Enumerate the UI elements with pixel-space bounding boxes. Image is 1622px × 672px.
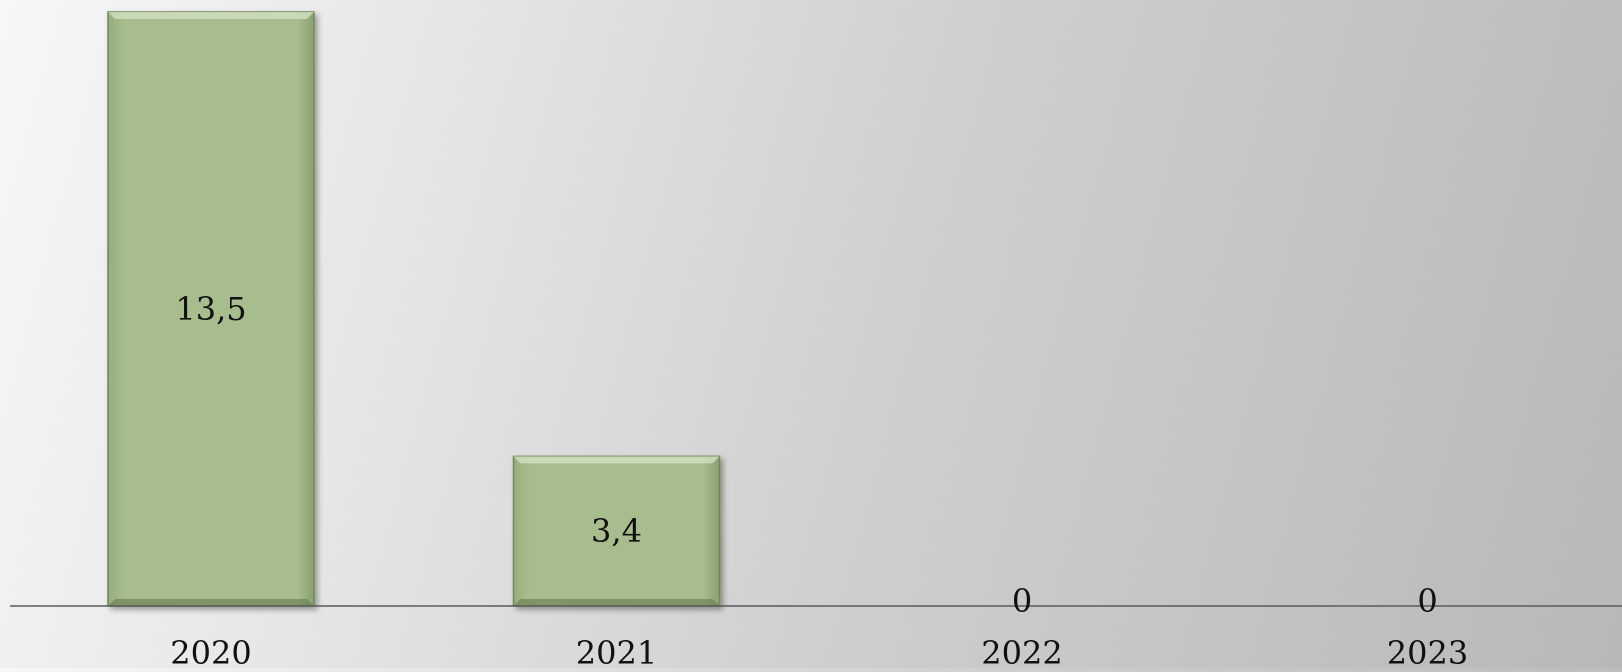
data-label-2021: 3,4 [591,512,642,550]
x-tick-label-2023: 2023 [1387,634,1468,668]
x-tick-label-2021: 2021 [576,634,657,668]
bar-bevel-top-2021 [513,456,720,464]
data-label-2022: 0 [1012,582,1032,620]
bar-bevel-bottom-2021 [513,599,720,606]
data-label-2023: 0 [1417,582,1437,620]
bar-bevel-bottom-2020 [108,599,314,606]
bar-2020 [107,11,315,607]
data-label-2020: 13,5 [175,290,246,328]
bars-layer [107,11,721,607]
bar-rect-2020 [107,11,315,607]
bar-2021 [512,455,721,607]
x-tick-label-2022: 2022 [981,634,1062,668]
x-tick-label-2020: 2020 [170,634,251,668]
labels-layer: 13,5 2020 3,4 2021 0 2022 0 2023 [170,290,1468,672]
bar-bevel-top-2020 [108,12,314,19]
bar-rect-2021 [512,455,721,607]
